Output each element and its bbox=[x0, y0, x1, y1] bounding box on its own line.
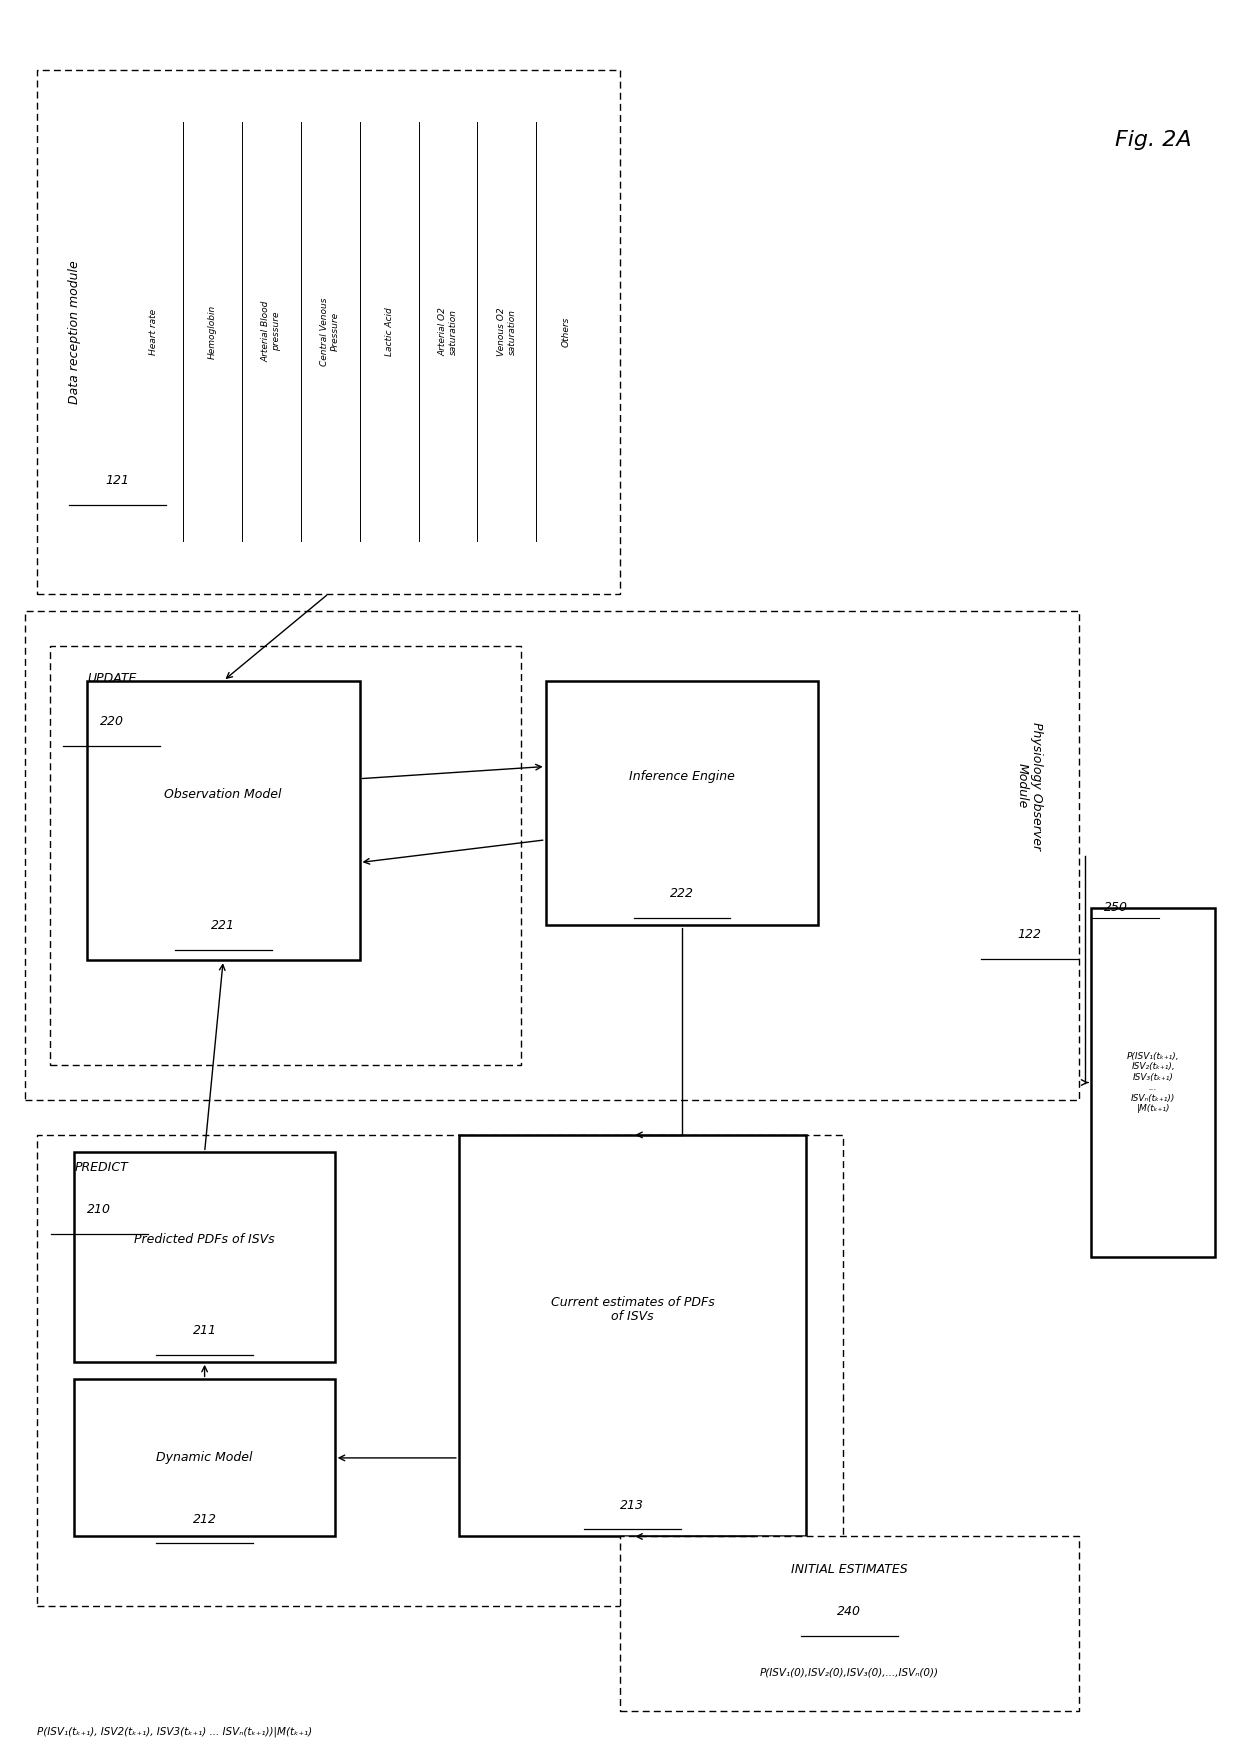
Text: 210: 210 bbox=[87, 1203, 112, 1217]
Text: 220: 220 bbox=[99, 714, 124, 728]
Text: P(ISV₁(tₖ₊₁),
ISV₂(tₖ₊₁),
ISV₃(tₖ₊₁)
...
ISVₙ(tₖ₊₁))
|M(tₖ₊₁): P(ISV₁(tₖ₊₁), ISV₂(tₖ₊₁), ISV₃(tₖ₊₁) ...… bbox=[1127, 1053, 1179, 1112]
Text: 212: 212 bbox=[192, 1512, 217, 1526]
Bar bbox=[37, 70, 620, 594]
Bar bbox=[50, 646, 521, 1065]
Text: 250: 250 bbox=[1104, 901, 1127, 915]
Text: 240: 240 bbox=[837, 1605, 862, 1619]
Bar bbox=[546, 681, 818, 925]
Text: INITIAL ESTIMATES: INITIAL ESTIMATES bbox=[791, 1563, 908, 1575]
Text: 213: 213 bbox=[620, 1498, 645, 1512]
Text: Lactic Acid: Lactic Acid bbox=[384, 307, 393, 356]
Text: Current estimates of PDFs
of ISVs: Current estimates of PDFs of ISVs bbox=[551, 1296, 714, 1323]
Text: 122: 122 bbox=[1017, 927, 1042, 941]
Text: Inference Engine: Inference Engine bbox=[629, 770, 735, 784]
Text: Arterial Blood
pressure: Arterial Blood pressure bbox=[262, 300, 281, 363]
Text: Arterial O2
saturation: Arterial O2 saturation bbox=[438, 307, 458, 356]
Text: P(ISV₁(tₖ₊₁), ISV2(tₖ₊₁), ISV3(tₖ₊₁) ... ISVₙ(tₖ₊₁))|M(tₖ₊₁): P(ISV₁(tₖ₊₁), ISV2(tₖ₊₁), ISV3(tₖ₊₁) ...… bbox=[37, 1727, 312, 1737]
Bar bbox=[74, 1152, 335, 1362]
Bar bbox=[1091, 908, 1215, 1257]
Text: 222: 222 bbox=[670, 887, 694, 901]
Bar bbox=[37, 1135, 843, 1606]
Text: Central Venous
Pressure: Central Venous Pressure bbox=[320, 297, 340, 367]
Text: 121: 121 bbox=[105, 473, 130, 487]
Text: Others: Others bbox=[562, 316, 570, 347]
Bar bbox=[620, 1536, 1079, 1711]
Text: Predicted PDFs of ISVs: Predicted PDFs of ISVs bbox=[134, 1233, 275, 1247]
Bar bbox=[87, 681, 360, 960]
Text: PREDICT: PREDICT bbox=[74, 1161, 128, 1173]
Text: Observation Model: Observation Model bbox=[165, 787, 281, 801]
Text: Dynamic Model: Dynamic Model bbox=[156, 1451, 253, 1465]
Text: Fig. 2A: Fig. 2A bbox=[1115, 129, 1192, 150]
Bar bbox=[74, 1379, 335, 1536]
Text: Heart rate: Heart rate bbox=[149, 309, 157, 354]
Text: Physiology Observer
Module: Physiology Observer Module bbox=[1016, 721, 1043, 850]
Text: P(ISV₁(0),ISV₂(0),ISV₃(0),...,ISVₙ(0)): P(ISV₁(0),ISV₂(0),ISV₃(0),...,ISVₙ(0)) bbox=[760, 1667, 939, 1678]
Text: Venous O2
saturation: Venous O2 saturation bbox=[497, 307, 517, 356]
Bar bbox=[25, 611, 1079, 1100]
Text: 211: 211 bbox=[192, 1323, 217, 1337]
Text: Data reception module: Data reception module bbox=[68, 260, 81, 403]
Text: UPDATE: UPDATE bbox=[87, 672, 136, 684]
Bar bbox=[459, 1135, 806, 1536]
Text: Hemoglobin: Hemoglobin bbox=[208, 304, 217, 360]
Text: 221: 221 bbox=[211, 918, 236, 932]
